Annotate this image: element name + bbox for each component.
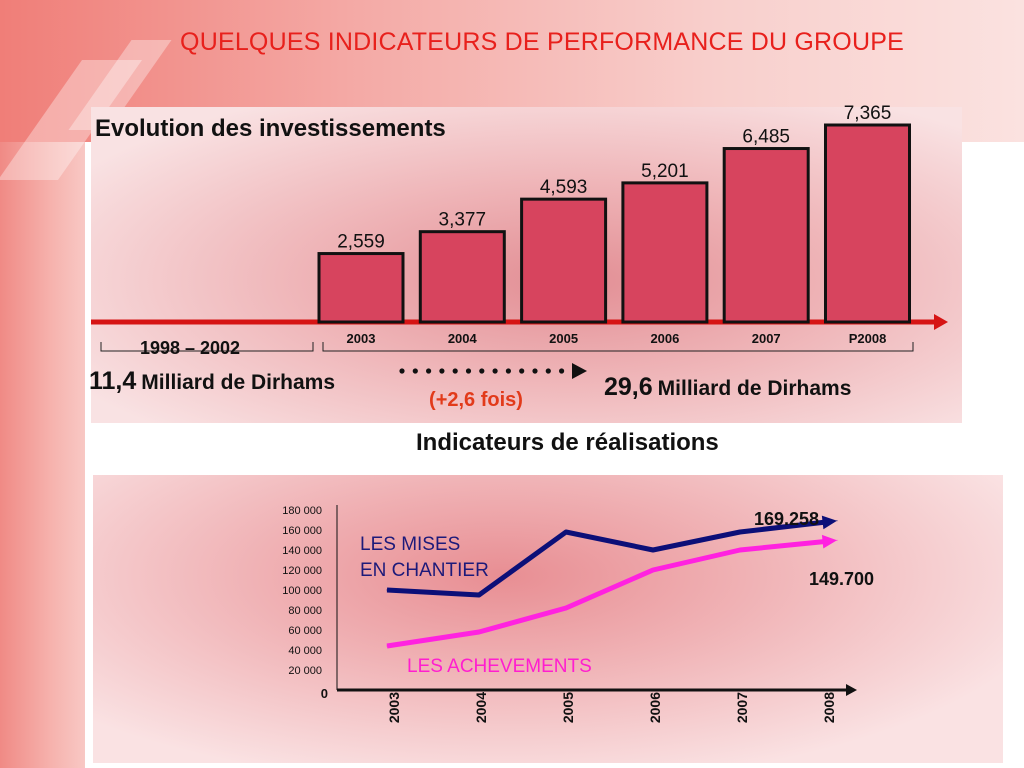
x-tick-label: 2006 — [650, 331, 679, 346]
x-tick-label: 2003 — [386, 692, 402, 723]
data-point — [565, 607, 567, 609]
data-point — [478, 594, 480, 596]
dot — [559, 368, 565, 374]
bar-value-label: 6,485 — [742, 127, 790, 148]
dot — [452, 368, 458, 374]
bar-value-label: 3,377 — [439, 210, 487, 231]
bar — [520, 197, 608, 324]
data-point — [478, 631, 480, 633]
data-point — [386, 589, 388, 591]
data-point — [652, 569, 654, 571]
data-point — [836, 539, 838, 541]
series-label: LES MISES — [360, 534, 460, 555]
realisations-panel — [93, 475, 1003, 763]
series-arrowhead — [821, 534, 837, 549]
series-arrowhead — [821, 515, 837, 530]
x-tick-label: 2007 — [752, 331, 781, 346]
dot — [532, 368, 538, 374]
growth-label: (+2,6 fois) — [429, 389, 523, 411]
section-heading: Indicateurs de réalisations — [416, 429, 719, 456]
x-tick-label: 2004 — [473, 692, 489, 723]
total-before-unit: Milliard de Dirhams — [141, 371, 335, 394]
data-point — [739, 531, 741, 533]
y-tick-label: 0 — [321, 686, 328, 701]
bar — [824, 123, 911, 324]
dot — [505, 368, 511, 374]
total-before-number: 11,4 — [89, 367, 136, 395]
dot — [492, 368, 498, 374]
data-point — [565, 531, 567, 533]
end-value-label: 149.700 — [809, 569, 874, 589]
total-before: 11,4 Milliard de Dirhams — [89, 367, 335, 395]
period-bracket — [322, 342, 914, 352]
bar — [418, 230, 506, 324]
data-point — [739, 549, 741, 551]
data-point — [652, 549, 654, 551]
y-tick-label: 60 000 — [288, 625, 322, 637]
y-tick-label: 140 000 — [282, 545, 322, 557]
y-tick-label: 100 000 — [282, 585, 322, 597]
x-tick-label: P2008 — [849, 331, 887, 346]
data-point — [836, 520, 838, 522]
x-tick-label: 2006 — [647, 692, 663, 723]
timeline-arrowhead — [934, 314, 948, 330]
series-label: EN CHANTIER — [360, 560, 489, 581]
investment-panel: Evolution des investissements — [91, 107, 962, 423]
series-line — [386, 539, 826, 649]
series-label: LES ACHEVEMENTS — [407, 656, 592, 677]
x-tick-label: 2005 — [560, 692, 576, 723]
total-after: 29,6 Milliard de Dirhams — [604, 373, 851, 401]
x-axis-arrowhead — [846, 684, 857, 696]
bar-value-label: 7,365 — [844, 103, 892, 124]
x-tick-label: 2008 — [821, 692, 837, 723]
y-tick-label: 160 000 — [282, 525, 322, 537]
y-tick-label: 180 000 — [282, 505, 322, 517]
bar — [722, 147, 810, 324]
dot — [426, 368, 432, 374]
growth-arrowhead — [572, 363, 587, 379]
x-tick-label: 2003 — [347, 331, 376, 346]
x-tick-label: 2005 — [549, 331, 578, 346]
dot — [545, 368, 551, 374]
total-after-number: 29,6 — [604, 373, 653, 401]
y-tick-label: 80 000 — [288, 605, 322, 617]
data-point — [386, 645, 388, 647]
series-line — [386, 519, 826, 598]
period-bracket — [100, 342, 314, 352]
bar — [621, 181, 709, 324]
y-tick-label: 120 000 — [282, 565, 322, 577]
dot — [399, 368, 405, 374]
total-after-unit: Milliard de Dirhams — [658, 377, 852, 400]
page-title: QUELQUES INDICATEURS DE PERFORMANCE DU G… — [180, 28, 904, 56]
x-tick-label: 2007 — [734, 692, 750, 723]
bar — [317, 252, 405, 324]
x-tick-label: 2004 — [448, 331, 478, 346]
dot — [412, 368, 418, 374]
dot — [479, 368, 485, 374]
bar-value-label: 2,559 — [337, 232, 385, 253]
y-tick-label: 20 000 — [288, 665, 322, 677]
dot — [519, 368, 525, 374]
period-label: 1998 – 2002 — [140, 338, 240, 358]
y-tick-label: 40 000 — [288, 645, 322, 657]
dot — [465, 368, 472, 374]
end-value-label: 169.258 — [754, 509, 819, 529]
bar-value-label: 4,593 — [540, 177, 588, 198]
bar-value-label: 5,201 — [641, 161, 689, 182]
investment-chart-title: Evolution des investissements — [95, 115, 446, 142]
dot — [439, 368, 445, 374]
